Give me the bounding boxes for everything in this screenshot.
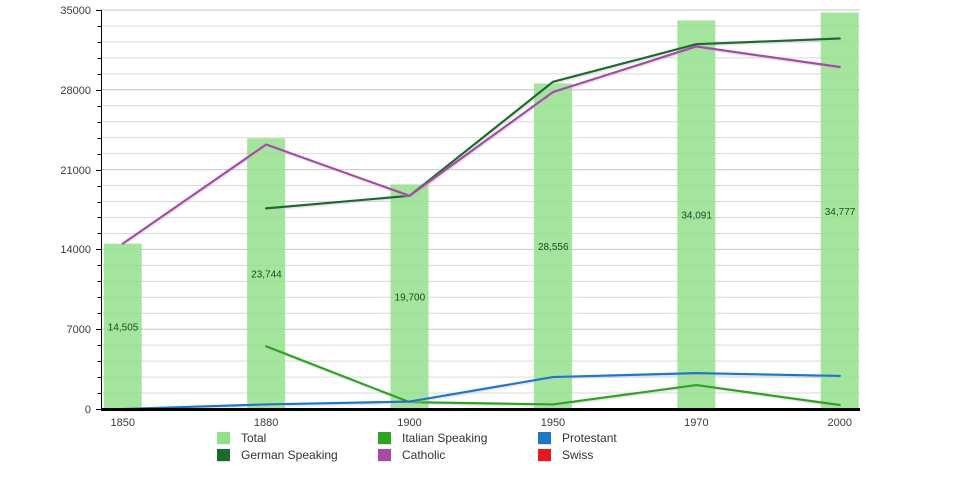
svg-text:1970: 1970: [684, 417, 708, 429]
svg-text:1900: 1900: [397, 417, 421, 429]
svg-text:19,700: 19,700: [395, 293, 426, 304]
svg-text:7000: 7000: [67, 324, 91, 336]
svg-text:28,556: 28,556: [538, 242, 569, 253]
svg-text:Catholic: Catholic: [402, 448, 445, 462]
svg-text:23,744: 23,744: [251, 270, 282, 281]
svg-text:Italian Speaking: Italian Speaking: [402, 431, 487, 445]
svg-text:14,505: 14,505: [108, 322, 139, 333]
svg-text:34,777: 34,777: [825, 207, 856, 218]
svg-text:28000: 28000: [60, 85, 91, 97]
svg-text:1850: 1850: [111, 417, 135, 429]
svg-text:0: 0: [85, 404, 91, 416]
svg-text:14000: 14000: [60, 244, 91, 256]
svg-text:34,091: 34,091: [681, 211, 712, 222]
svg-text:2000: 2000: [828, 417, 852, 429]
svg-text:1880: 1880: [254, 417, 278, 429]
svg-text:Protestant: Protestant: [562, 431, 617, 445]
svg-text:1950: 1950: [541, 417, 565, 429]
svg-text:35000: 35000: [60, 5, 91, 17]
svg-text:Total: Total: [241, 431, 266, 445]
svg-text:German Speaking: German Speaking: [241, 448, 338, 462]
svg-text:21000: 21000: [60, 165, 91, 177]
svg-text:Swiss: Swiss: [562, 448, 593, 462]
